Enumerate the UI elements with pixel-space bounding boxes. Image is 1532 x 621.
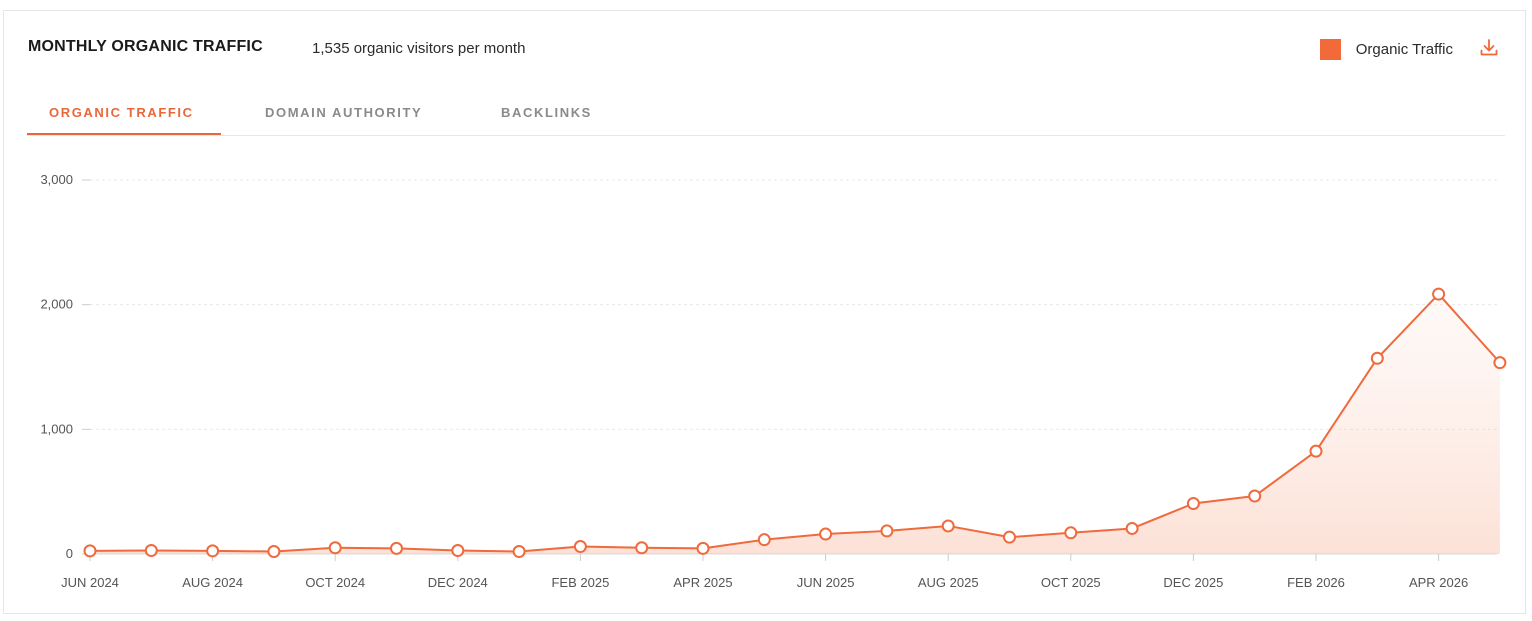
- data-point[interactable]: [696, 541, 710, 555]
- x-tick-label: OCT 2025: [1041, 575, 1101, 590]
- data-point[interactable]: [1370, 351, 1384, 365]
- line-layer: [89, 293, 1501, 553]
- y-tick-label: 2,000: [40, 297, 73, 312]
- data-point[interactable]: [206, 544, 220, 558]
- data-point[interactable]: [1432, 287, 1446, 301]
- tab-organic-traffic[interactable]: ORGANIC TRAFFIC: [49, 105, 194, 120]
- data-point[interactable]: [1125, 521, 1139, 535]
- data-point[interactable]: [451, 544, 465, 558]
- y-tick-label: 1,000: [40, 421, 73, 436]
- download-icon[interactable]: [1479, 38, 1499, 58]
- x-tick-label: AUG 2024: [182, 575, 243, 590]
- data-point[interactable]: [880, 524, 894, 538]
- active-tab-underline: [27, 133, 221, 135]
- data-point[interactable]: [941, 519, 955, 533]
- x-tick-label: AUG 2025: [918, 575, 979, 590]
- data-point[interactable]: [390, 541, 403, 555]
- data-point[interactable]: [328, 541, 342, 555]
- download-icon-svg: [1480, 39, 1498, 56]
- x-tick-label: DEC 2025: [1163, 575, 1223, 590]
- point-layer: [83, 287, 1507, 559]
- data-point[interactable]: [1186, 497, 1200, 511]
- data-point[interactable]: [512, 545, 526, 559]
- data-point[interactable]: [573, 540, 587, 554]
- legend-swatch: [1319, 39, 1341, 60]
- traffic-line: [89, 293, 1501, 553]
- chart-tabs: ORGANIC TRAFFIC DOMAIN AUTHORITY BACKLIN…: [27, 102, 1505, 136]
- traffic-card: MONTHLY ORGANIC TRAFFIC 1,535 organic vi…: [3, 10, 1526, 614]
- data-point[interactable]: [1493, 356, 1507, 370]
- area-layer: [90, 294, 1500, 554]
- x-tick-label: OCT 2024: [305, 575, 365, 590]
- legend-label: Organic Traffic: [1355, 41, 1453, 58]
- x-tick-label: FEB 2025: [551, 575, 609, 590]
- traffic-chart: 0 1,000 2,000 3,000 JUN 2024 AUG 2024 OCT 2024…: [40, 172, 1507, 590]
- y-tick-label: 0: [66, 546, 73, 561]
- chart-legend[interactable]: Organic Traffic: [1319, 39, 1453, 60]
- x-tick-label: DEC 2024: [428, 575, 488, 590]
- data-point[interactable]: [1248, 489, 1262, 503]
- data-point[interactable]: [83, 544, 97, 558]
- x-tick-label: APR 2026: [1409, 575, 1468, 590]
- data-point[interactable]: [819, 527, 833, 541]
- x-tick-label: APR 2025: [673, 575, 732, 590]
- x-tick-label: JUN 2025: [797, 575, 855, 590]
- data-point[interactable]: [144, 544, 158, 558]
- label-layer: 0 1,000 2,000 3,000 JUN 2024 AUG 2024 OCT 2024…: [40, 172, 1468, 590]
- tab-backlinks[interactable]: BACKLINKS: [501, 105, 592, 120]
- y-tick-label: 3,000: [40, 172, 73, 187]
- data-point[interactable]: [1064, 526, 1078, 540]
- tab-domain-authority[interactable]: DOMAIN AUTHORITY: [265, 105, 423, 120]
- chart-subtitle: 1,535 organic visitors per month: [312, 40, 526, 57]
- x-tick-label: FEB 2026: [1287, 575, 1345, 590]
- chart-title: MONTHLY ORGANIC TRAFFIC: [28, 38, 263, 55]
- data-point[interactable]: [267, 545, 281, 559]
- data-point[interactable]: [1003, 530, 1016, 544]
- data-point[interactable]: [757, 533, 771, 547]
- traffic-area: [90, 294, 1500, 554]
- data-point[interactable]: [1309, 444, 1323, 458]
- data-point[interactable]: [635, 541, 649, 555]
- x-tick-label: JUN 2024: [61, 575, 119, 590]
